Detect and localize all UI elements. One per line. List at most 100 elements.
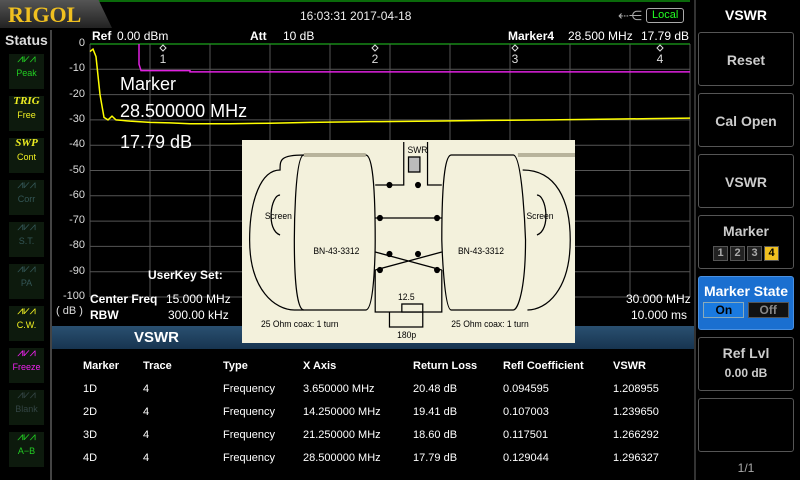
status-cont[interactable]: SWP Cont <box>9 138 44 173</box>
status-label: Blank <box>15 404 38 414</box>
marker-label: 1 <box>160 52 167 66</box>
marker-label: Marker <box>723 223 769 239</box>
sweep-time-value: 10.000 ms <box>631 308 688 322</box>
table-cell: 4 <box>143 383 150 395</box>
status-st[interactable]: ⩘⩗⩘ S.T. <box>9 222 44 257</box>
table-cell: 3.650000 MHz <box>303 383 375 395</box>
table-cell: 1.239650 <box>613 406 659 418</box>
table-cell: 0.107003 <box>503 406 549 418</box>
core-label-right: BN-43-3312 <box>458 246 504 256</box>
ref-level-button[interactable]: Ref Lvl 0.00 dB <box>698 337 794 391</box>
rbw-value: 300.00 kHz <box>168 308 229 322</box>
unit-label: ( dB ) <box>56 305 83 317</box>
marker-label: 4 <box>657 52 664 66</box>
table-cell: 4 <box>143 452 150 464</box>
table-cell: 18.60 dB <box>413 429 458 441</box>
st-icon: ⩘⩗⩘ <box>17 221 36 233</box>
status-freeze[interactable]: ⩘⩗⩘ Freeze <box>9 348 44 383</box>
status-pa[interactable]: ⩘⩗⩘ PA <box>9 264 44 299</box>
datetime: 16:03:31 2017-04-18 <box>300 9 412 23</box>
table-cell: Frequency <box>223 383 275 395</box>
status-label: A−B <box>17 446 36 456</box>
limit-line <box>138 44 690 73</box>
divider <box>50 30 52 480</box>
status-title: Status <box>5 32 48 48</box>
status-label: PA <box>20 278 33 288</box>
y-tick-label: 0 <box>78 37 85 49</box>
status-peak[interactable]: ⩘⩗⩘ Peak <box>9 54 44 89</box>
column-header: Return Loss <box>413 360 478 372</box>
trace-line <box>89 47 691 125</box>
column-header: Trace <box>143 360 172 372</box>
marker-select-2[interactable]: 2 <box>730 246 745 261</box>
marker-diamond-icon <box>371 44 379 52</box>
a-minus-b-icon: ⩘⩗⩘ <box>17 431 36 443</box>
status-ab[interactable]: ⩘⩗⩘ A−B <box>9 432 44 467</box>
y-tick-label: -90 <box>69 264 85 277</box>
marker-state-button[interactable]: Marker State On Off <box>698 276 794 330</box>
cal-open-button[interactable]: Cal Open <box>698 93 794 147</box>
y-tick-label: -100 <box>62 290 85 302</box>
marker-state-on[interactable]: On <box>703 302 745 318</box>
center-freq-label: Center Freq <box>90 292 158 306</box>
status-blank[interactable]: ⩘⩗⩘ Blank <box>9 390 44 425</box>
table-cell: 2D <box>83 406 98 418</box>
core-label-left: BN-43-3312 <box>313 246 359 256</box>
table-cell: 1.208955 <box>613 383 659 395</box>
table-cell: 4D <box>83 452 98 464</box>
y-tick-label: -70 <box>69 214 85 227</box>
table-cell: 4 <box>143 429 150 441</box>
y-tick-label: -10 <box>69 62 85 75</box>
ref-label: Ref <box>92 29 112 43</box>
userkey-label: UserKey Set: <box>148 268 223 282</box>
coax-label-right: 25 Ohm coax: 1 turn <box>451 319 529 329</box>
sweep-icon: SWP <box>15 137 38 149</box>
screen-label-left: Screen <box>265 211 292 221</box>
status-label: S.T. <box>18 236 35 246</box>
local-badge[interactable]: Local <box>646 8 685 23</box>
table-cell: 0.117501 <box>503 429 549 441</box>
table-cell: 21.250000 MHz <box>303 429 381 441</box>
menu-title: VSWR <box>725 7 767 23</box>
marker-select-3[interactable]: 3 <box>747 246 762 261</box>
corr-icon: ⩘⩗⩘ <box>17 179 36 191</box>
status-free[interactable]: TRIG Free <box>9 96 44 131</box>
marker-label: 3 <box>512 52 519 66</box>
divider <box>694 0 696 480</box>
table-cell: 3D <box>83 429 98 441</box>
reset-button[interactable]: Reset <box>698 32 794 86</box>
marker-select-4[interactable]: 4 <box>764 246 779 261</box>
status-label: Corr <box>17 194 36 204</box>
table-cell: 19.41 dB <box>413 406 458 418</box>
center-freq-value[interactable]: 15.000 MHz <box>166 292 231 306</box>
ref-value[interactable]: 0.00 dBm <box>117 29 169 43</box>
marker-select-1[interactable]: 1 <box>713 246 728 261</box>
big-marker-value: 17.79 dB <box>120 132 193 152</box>
att-value: 10 dB <box>283 29 315 43</box>
column-header: X Axis <box>303 360 337 372</box>
table-cell: 1.296327 <box>613 452 659 464</box>
vswr-button[interactable]: VSWR <box>698 154 794 208</box>
pa-icon: ⩘⩗⩘ <box>17 263 36 275</box>
capacitor-label: 180p <box>397 330 416 340</box>
status-label: Freeze <box>12 362 41 372</box>
y-tick-label: -60 <box>69 188 85 201</box>
status-label: Cont <box>16 152 36 162</box>
att-label: Att <box>250 29 267 43</box>
status-corr[interactable]: ⩘⩗⩘ Corr <box>9 180 44 215</box>
status-label: Free <box>17 110 36 120</box>
marker-diamond-icon <box>656 44 664 52</box>
cw-icon: ⩘⩗⩘ <box>17 305 36 317</box>
status-cw[interactable]: ⩘⩗⩘ C.W. <box>9 306 44 341</box>
table-cell: 4 <box>143 406 150 418</box>
circuit-diagram: SWR Screen Screen BN-43-3312 BN-43-3312 … <box>242 140 575 343</box>
rigol-logo: RIGOL <box>0 0 112 28</box>
table-cell: Frequency <box>223 429 275 441</box>
marker-state-off[interactable]: Off <box>747 302 789 318</box>
column-header: Type <box>223 360 248 372</box>
blank-icon: ⩘⩗⩘ <box>17 389 36 401</box>
marker-readout-freq: 28.500 MHz <box>568 29 633 43</box>
y-tick-label: -40 <box>69 138 85 151</box>
marker-readout-value: 17.79 dB <box>641 29 690 43</box>
